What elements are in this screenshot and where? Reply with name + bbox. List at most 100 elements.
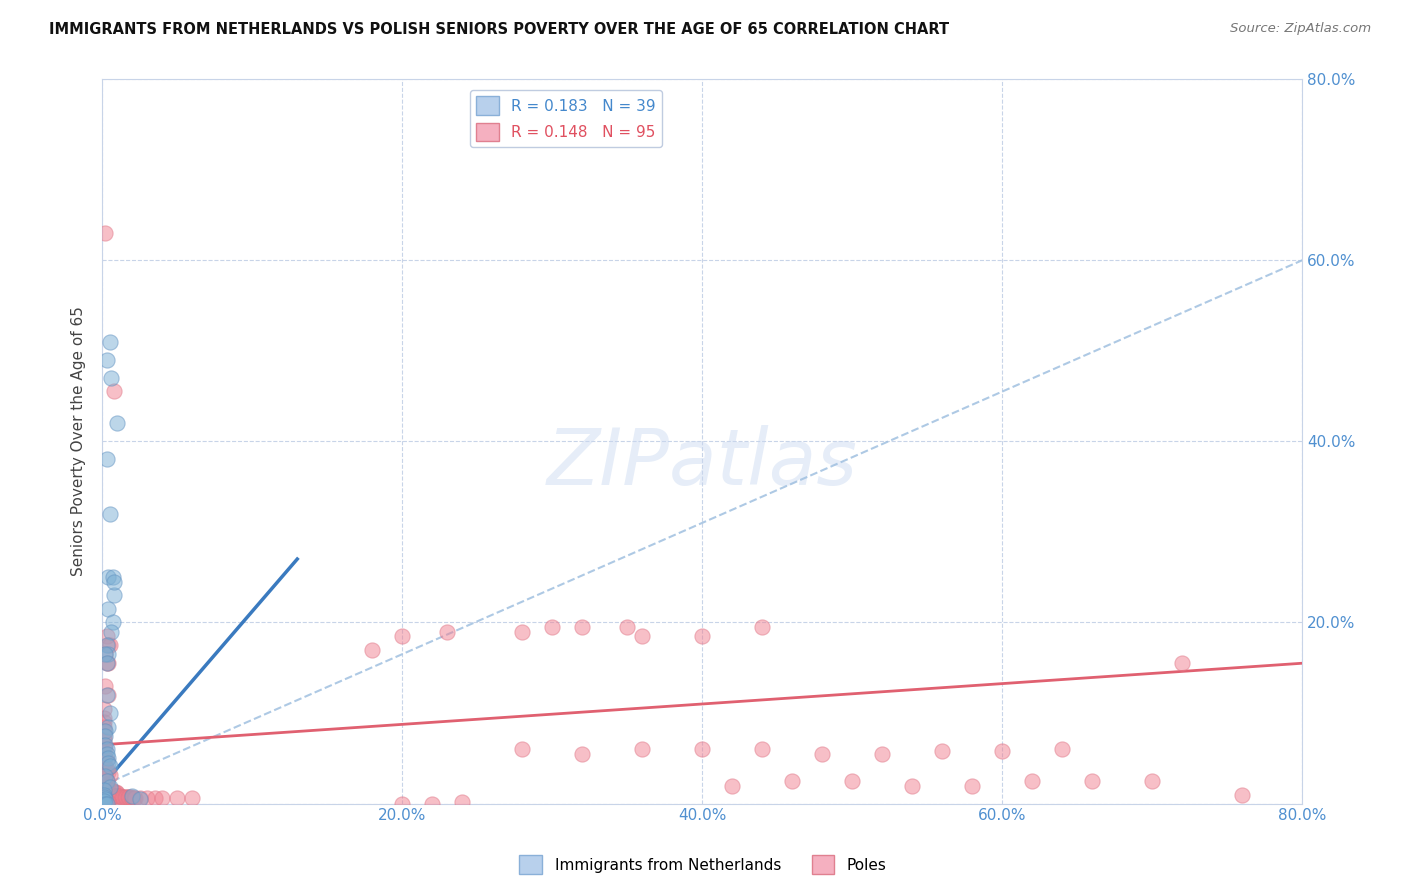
Point — [94, 769, 117, 783]
Point — [94, 226, 117, 240]
Point — [96, 777, 118, 791]
Text: ZIPatlas: ZIPatlas — [547, 425, 858, 501]
Point — [97, 688, 120, 702]
Point — [97, 795, 120, 809]
Point — [103, 785, 125, 799]
Point — [93, 790, 115, 805]
Point — [96, 753, 118, 767]
Point — [96, 352, 118, 367]
Point — [93, 788, 115, 802]
Point — [96, 657, 118, 671]
Point — [103, 574, 125, 589]
Point — [510, 742, 533, 756]
Point — [93, 793, 115, 807]
Point — [1142, 774, 1164, 789]
Point — [121, 791, 143, 805]
Point — [93, 751, 115, 765]
Point — [98, 706, 121, 720]
Point — [420, 797, 443, 811]
Point — [391, 797, 413, 811]
Point — [103, 789, 125, 804]
Point — [782, 774, 804, 789]
Point — [692, 629, 714, 643]
Point — [811, 747, 834, 761]
Point — [94, 780, 117, 795]
Point — [96, 688, 118, 702]
Point — [97, 720, 120, 734]
Point — [93, 733, 115, 747]
Point — [97, 756, 120, 770]
Point — [94, 788, 117, 802]
Point — [96, 788, 118, 802]
Point — [1052, 742, 1074, 756]
Point — [96, 657, 118, 671]
Point — [104, 785, 127, 799]
Point — [631, 629, 654, 643]
Point — [94, 729, 117, 743]
Point — [96, 795, 118, 809]
Point — [93, 792, 115, 806]
Point — [94, 647, 117, 661]
Point — [98, 780, 121, 795]
Point — [991, 744, 1014, 758]
Point — [692, 742, 714, 756]
Point — [98, 789, 121, 803]
Point — [721, 779, 744, 793]
Point — [100, 783, 122, 797]
Point — [93, 747, 115, 761]
Point — [136, 791, 159, 805]
Point — [541, 620, 564, 634]
Point — [94, 797, 117, 811]
Point — [166, 791, 188, 805]
Point — [104, 789, 127, 804]
Point — [931, 744, 953, 758]
Point — [122, 791, 145, 805]
Point — [510, 624, 533, 639]
Point — [94, 751, 117, 765]
Point — [96, 797, 118, 811]
Point — [98, 783, 121, 797]
Point — [94, 793, 117, 807]
Point — [94, 792, 117, 806]
Point — [93, 729, 115, 743]
Point — [121, 789, 143, 804]
Point — [94, 779, 117, 793]
Point — [361, 642, 384, 657]
Point — [107, 789, 129, 804]
Point — [96, 629, 118, 643]
Point — [451, 795, 474, 809]
Point — [105, 416, 128, 430]
Point — [98, 758, 121, 772]
Point — [96, 742, 118, 756]
Point — [100, 371, 122, 385]
Point — [96, 452, 118, 467]
Point — [105, 786, 128, 800]
Point — [391, 629, 413, 643]
Point — [93, 720, 115, 734]
Point — [97, 751, 120, 765]
Point — [94, 679, 117, 693]
Point — [114, 790, 136, 805]
Point — [96, 774, 118, 789]
Point — [97, 764, 120, 779]
Point — [110, 789, 132, 804]
Point — [1081, 774, 1104, 789]
Point — [150, 791, 173, 805]
Point — [94, 758, 117, 772]
Point — [128, 791, 150, 805]
Point — [94, 738, 117, 752]
Point — [103, 588, 125, 602]
Point — [93, 783, 115, 797]
Text: Source: ZipAtlas.com: Source: ZipAtlas.com — [1230, 22, 1371, 36]
Point — [96, 638, 118, 652]
Point — [751, 620, 773, 634]
Point — [115, 790, 138, 805]
Point — [118, 790, 141, 805]
Point — [101, 784, 124, 798]
Point — [94, 794, 117, 808]
Point — [436, 624, 458, 639]
Point — [112, 790, 135, 805]
Point — [97, 788, 120, 802]
Y-axis label: Seniors Poverty Over the Age of 65: Seniors Poverty Over the Age of 65 — [72, 306, 86, 576]
Point — [94, 724, 117, 739]
